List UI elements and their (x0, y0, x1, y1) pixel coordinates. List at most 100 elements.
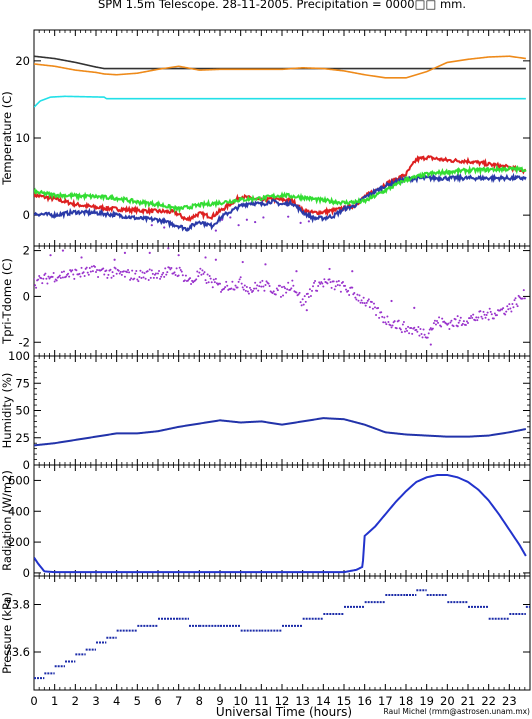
data-point (267, 282, 270, 285)
data-point (401, 323, 404, 326)
data-point (71, 269, 74, 272)
data-point (432, 322, 435, 325)
data-point (356, 293, 359, 296)
data-point (46, 282, 49, 285)
data-point (318, 281, 321, 284)
data-point (247, 292, 250, 295)
data-point (152, 276, 155, 279)
data-point (470, 315, 473, 318)
data-point (274, 293, 277, 296)
data-point (245, 218, 248, 221)
data-point (384, 321, 387, 324)
data-point (82, 271, 85, 274)
data-point (254, 281, 257, 284)
data-point (42, 277, 45, 280)
data-point (174, 273, 177, 276)
x-tick-label: 11 (254, 694, 269, 708)
data-point (150, 269, 153, 272)
data-point (224, 286, 227, 289)
data-point (262, 216, 265, 219)
author-credit: Raul Michel (rmm@astrosen.unam.mx) (384, 707, 531, 716)
data-point (336, 284, 339, 287)
data-point (441, 317, 444, 320)
data-point (112, 275, 115, 278)
data-point (395, 327, 398, 330)
data-point (279, 295, 282, 298)
data-point (486, 311, 489, 314)
series-line-1 (34, 55, 526, 79)
data-point (97, 276, 100, 279)
data-point (495, 314, 498, 317)
data-point (416, 330, 419, 333)
data-point (452, 325, 455, 328)
data-point (62, 270, 65, 273)
data-point (287, 281, 290, 284)
data-point (140, 276, 143, 279)
data-point (165, 273, 168, 276)
series-group (34, 589, 530, 680)
data-point (61, 276, 64, 279)
data-point (362, 296, 365, 299)
data-point (195, 278, 198, 281)
data-point (47, 275, 50, 278)
data-point (88, 267, 91, 270)
data-point (281, 286, 283, 289)
data-point (372, 302, 375, 305)
data-point (485, 313, 488, 316)
data-point (122, 270, 125, 273)
data-point (364, 304, 367, 307)
data-point (467, 321, 469, 324)
series-line-0 (34, 417, 527, 447)
data-point (479, 310, 482, 313)
y-axis-label: Humidity (%) (0, 373, 14, 449)
data-point (51, 275, 54, 278)
data-point (321, 282, 324, 285)
y-tick-label: 10 (15, 131, 30, 145)
data-point (61, 249, 65, 252)
data-point (189, 277, 192, 280)
data-point (96, 269, 99, 272)
data-point (413, 306, 416, 309)
data-point (276, 289, 279, 292)
data-point (209, 277, 212, 280)
data-point (422, 328, 425, 331)
data-point (440, 325, 443, 328)
data-point (147, 279, 150, 282)
data-point (214, 277, 217, 280)
x-tick-label: 3 (92, 694, 99, 708)
data-point (183, 279, 186, 282)
data-point (476, 319, 479, 322)
panel-frame (33, 355, 531, 466)
data-point (113, 258, 116, 261)
data-point (358, 294, 361, 297)
data-point (52, 271, 55, 274)
y-tick-label: 0 (23, 458, 30, 472)
data-point (337, 279, 340, 282)
data-point (184, 274, 187, 277)
x-tick-label: 5 (134, 694, 141, 708)
data-point (252, 289, 255, 292)
data-point (139, 269, 142, 272)
data-point (380, 311, 383, 314)
data-point (419, 328, 422, 331)
data-point (118, 272, 121, 275)
panel-frame (33, 464, 531, 577)
data-point (522, 289, 525, 292)
data-point (484, 316, 487, 319)
data-point (177, 274, 180, 277)
data-point (213, 281, 216, 284)
data-point (79, 275, 82, 278)
data-point (260, 285, 263, 288)
data-point (361, 301, 364, 304)
data-point (41, 282, 44, 285)
data-point (302, 303, 305, 306)
data-point (67, 272, 70, 275)
data-point (243, 284, 246, 287)
data-point (264, 263, 267, 266)
data-point (49, 254, 52, 257)
data-point (355, 298, 358, 301)
data-point (411, 332, 414, 335)
series-line-3 (34, 154, 526, 223)
data-point (285, 291, 288, 294)
